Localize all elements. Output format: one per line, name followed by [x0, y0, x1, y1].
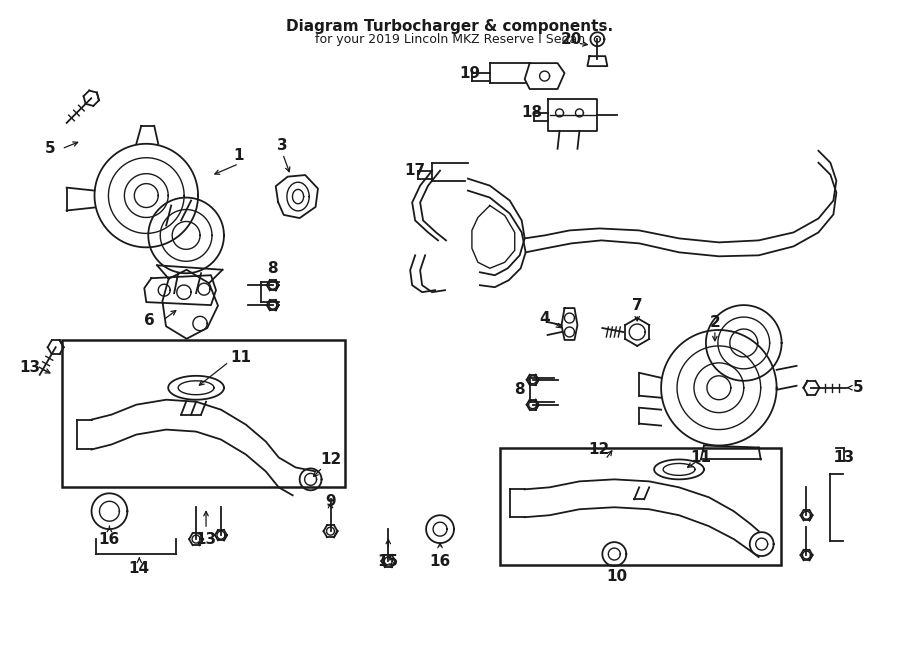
Text: 13: 13	[195, 531, 217, 547]
Text: 15: 15	[378, 553, 399, 568]
Text: 3: 3	[277, 138, 288, 153]
Text: 6: 6	[144, 313, 155, 328]
Text: 4: 4	[539, 311, 550, 326]
Text: 8: 8	[267, 260, 278, 276]
Text: 11: 11	[690, 450, 711, 465]
Text: for your 2019 Lincoln MKZ Reserve I Sedan: for your 2019 Lincoln MKZ Reserve I Seda…	[315, 33, 585, 46]
Text: 14: 14	[129, 561, 150, 576]
Text: 13: 13	[833, 450, 855, 465]
Text: 18: 18	[521, 105, 542, 120]
Text: 8: 8	[515, 382, 525, 397]
Text: 5: 5	[853, 380, 864, 395]
Text: 9: 9	[325, 494, 336, 509]
Text: 16: 16	[99, 531, 120, 547]
Text: 5: 5	[44, 141, 55, 156]
Text: 2: 2	[709, 315, 720, 330]
Text: 17: 17	[405, 163, 426, 178]
Text: 20: 20	[561, 32, 582, 47]
Text: 12: 12	[320, 452, 341, 467]
Text: 11: 11	[230, 350, 251, 366]
Text: Diagram Turbocharger & components.: Diagram Turbocharger & components.	[286, 19, 614, 34]
Bar	[500, 447, 780, 565]
Text: 1: 1	[234, 148, 244, 163]
Text: 13: 13	[19, 360, 40, 375]
Bar	[61, 340, 346, 487]
Text: 16: 16	[429, 553, 451, 568]
Text: 12: 12	[589, 442, 610, 457]
Text: 19: 19	[459, 65, 481, 81]
Text: 10: 10	[607, 570, 628, 584]
Text: 7: 7	[632, 297, 643, 313]
